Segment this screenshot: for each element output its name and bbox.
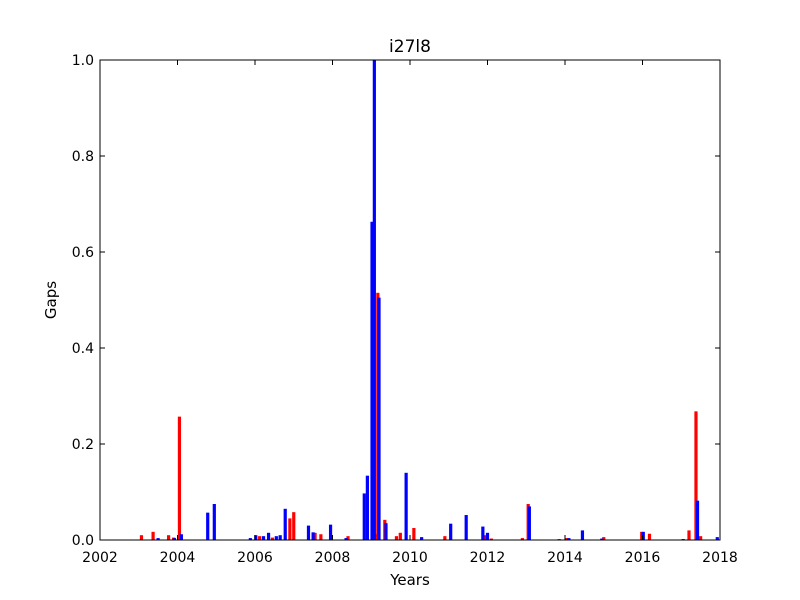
bar-blue-22 <box>404 472 408 540</box>
bar-red-9 <box>313 532 317 540</box>
bars-layer <box>139 60 719 540</box>
bar-red-2 <box>166 535 171 540</box>
bar-blue-17 <box>365 475 369 540</box>
bar-blue-18 <box>370 221 374 540</box>
bar-blue-11 <box>283 508 287 540</box>
bar-red-20 <box>489 538 493 540</box>
bar-red-8 <box>292 512 296 540</box>
x-axis-label: Years <box>389 571 430 589</box>
bar-blue-31 <box>600 538 604 540</box>
y-tick-label-4: 0.8 <box>72 149 94 165</box>
bar-blue-32 <box>641 531 645 540</box>
bar-blue-21 <box>384 523 388 540</box>
bar-blue-10 <box>278 535 282 540</box>
bar-blue-3 <box>206 512 210 540</box>
bar-red-18 <box>443 536 447 540</box>
bar-blue-5 <box>248 538 252 540</box>
bar-red-1 <box>151 531 155 540</box>
chart-title: i27l8 <box>389 37 431 57</box>
y-tick-label-1: 0.2 <box>72 437 94 453</box>
x-tick-label-2: 2006 <box>237 550 273 566</box>
bar-red-11 <box>346 536 350 540</box>
bar-blue-1 <box>172 538 176 540</box>
bar-red-17 <box>412 528 416 540</box>
x-tick-label-5: 2012 <box>470 550 506 566</box>
bar-blue-4 <box>212 504 216 540</box>
bar-blue-14 <box>328 524 333 540</box>
bar-blue-7 <box>261 536 266 540</box>
y-tick-label-2: 0.4 <box>72 341 94 357</box>
bar-blue-0 <box>156 538 160 540</box>
x-tick-label-8: 2018 <box>702 550 738 566</box>
bar-blue-8 <box>266 532 271 540</box>
bar-red-19 <box>483 535 488 540</box>
x-tick-label-3: 2008 <box>315 550 351 566</box>
bar-red-0 <box>139 535 144 540</box>
bar-red-29 <box>694 411 698 540</box>
x-tick-label-4: 2010 <box>392 550 428 566</box>
bar-red-7 <box>288 518 292 540</box>
bar-blue-13 <box>311 532 315 540</box>
bar-red-15 <box>394 536 399 540</box>
bar-blue-28 <box>527 506 531 540</box>
bar-blue-23 <box>420 537 424 540</box>
bar-blue-34 <box>695 500 700 540</box>
bar-blue-12 <box>306 525 311 540</box>
bar-red-6 <box>270 537 275 540</box>
bar-blue-24 <box>449 523 453 540</box>
bar-blue-25 <box>464 515 468 540</box>
bar-red-21 <box>520 538 524 540</box>
y-axis-label: Gaps <box>42 281 60 319</box>
x-tick-label-0: 2002 <box>82 550 118 566</box>
ticks-layer: 2002 2004 2006 2008 2010 2012 2014 2016 2018 0.0 0… <box>72 53 738 566</box>
bar-blue-20 <box>377 297 381 540</box>
bar-blue-2 <box>179 534 183 540</box>
bar-red-25 <box>602 537 606 540</box>
bar-red-24 <box>565 538 569 540</box>
bar-red-5 <box>258 536 262 540</box>
bar-blue-19 <box>372 60 376 540</box>
x-tick-label-7: 2016 <box>625 550 661 566</box>
bar-blue-9 <box>274 536 278 540</box>
bar-red-10 <box>319 534 323 540</box>
bar-blue-35 <box>715 537 719 540</box>
x-tick-label-1: 2004 <box>160 550 196 566</box>
bar-blue-26 <box>481 526 485 540</box>
y-tick-label-3: 0.6 <box>72 245 94 261</box>
bar-red-27 <box>647 533 652 540</box>
x-tick-label-6: 2014 <box>547 550 583 566</box>
bar-red-30 <box>699 536 703 540</box>
bar-blue-29 <box>567 538 571 540</box>
y-tick-label-5: 1.0 <box>72 53 94 69</box>
bar-red-16 <box>398 532 402 540</box>
bar-red-28 <box>687 530 691 540</box>
y-tick-label-0: 0.0 <box>72 533 94 549</box>
bar-blue-16 <box>362 493 366 540</box>
bar-blue-30 <box>580 530 585 540</box>
bar-red-4 <box>177 416 182 540</box>
bar-blue-15 <box>344 538 348 540</box>
bar-blue-6 <box>254 535 258 540</box>
